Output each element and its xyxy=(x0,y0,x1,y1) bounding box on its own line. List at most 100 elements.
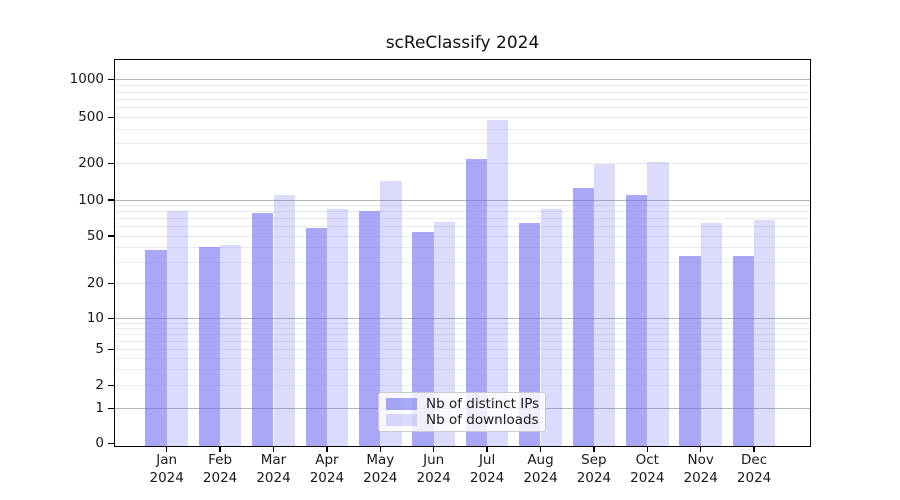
y-tick-label: 1 xyxy=(95,400,104,417)
y-tick-mark xyxy=(108,235,114,237)
y-tick-label: 20 xyxy=(86,275,104,292)
gridline-minor xyxy=(115,163,810,165)
bar-distinct-ips xyxy=(198,247,221,446)
x-tick-label: Mar 2024 xyxy=(256,452,291,486)
gridline-major xyxy=(115,79,810,81)
y-tick-label: 500 xyxy=(78,109,104,126)
bar-downloads xyxy=(273,194,295,446)
y-tick-label: 10 xyxy=(86,310,104,327)
bar-distinct-ips xyxy=(625,194,648,446)
gridline-minor xyxy=(115,357,810,359)
gridline-minor xyxy=(115,262,810,264)
y-tick-label: 200 xyxy=(78,155,104,172)
y-tick-mark xyxy=(108,116,114,119)
y-tick-label: 50 xyxy=(86,227,104,244)
bar-downloads xyxy=(700,222,723,446)
bar-distinct-ips xyxy=(465,158,488,446)
x-tick-label: Nov 2024 xyxy=(683,452,718,486)
x-tick-label: Sep 2024 xyxy=(576,452,612,486)
y-tick-label: 2 xyxy=(95,377,104,393)
bar-distinct-ips xyxy=(572,187,594,446)
gridline-minor xyxy=(115,340,810,342)
gridline-minor xyxy=(115,142,810,144)
gridline-minor xyxy=(115,328,810,330)
gridline-major xyxy=(115,199,810,201)
x-tick-label: Jan 2024 xyxy=(149,452,184,486)
bar-downloads xyxy=(220,244,242,446)
x-tick-mark xyxy=(593,447,595,452)
y-tick-label: 0 xyxy=(95,435,104,452)
bar-downloads xyxy=(487,120,509,446)
y-tick-mark xyxy=(108,348,114,350)
x-tick-mark xyxy=(379,447,382,452)
bar-distinct-ips xyxy=(305,227,327,446)
bar-distinct-ips xyxy=(252,212,274,446)
y-tick-label: 100 xyxy=(78,191,104,208)
legend-item-downloads: Nb of downloads xyxy=(386,412,539,428)
legend-label-distinct-ips: Nb of distinct IPs xyxy=(426,396,540,412)
x-tick-label: Oct 2024 xyxy=(630,452,665,486)
bar-distinct-ips xyxy=(519,222,541,446)
y-tick-mark xyxy=(108,78,114,81)
bar-distinct-ips xyxy=(358,211,381,446)
gridline-minor xyxy=(115,205,810,207)
bar-downloads xyxy=(647,162,669,446)
legend-swatch-distinct-ips xyxy=(386,398,417,410)
gridline-minor xyxy=(115,322,810,324)
bar-distinct-ips xyxy=(732,255,755,446)
gridline-minor xyxy=(115,117,810,119)
y-tick-mark xyxy=(108,407,114,410)
gridline-minor xyxy=(115,98,810,100)
gridline-minor xyxy=(115,349,810,350)
gridline-minor xyxy=(115,218,810,220)
x-tick-mark xyxy=(165,447,168,452)
x-tick-mark xyxy=(699,447,702,452)
bar-downloads xyxy=(593,164,616,446)
y-tick-mark xyxy=(108,442,114,445)
legend-swatch-downloads xyxy=(386,414,417,426)
plot-area xyxy=(114,59,811,447)
x-tick-label: May 2024 xyxy=(363,452,398,486)
bar-downloads xyxy=(166,211,189,446)
gridline-major xyxy=(115,318,810,320)
gridline-minor xyxy=(115,247,810,249)
x-tick-label: Jun 2024 xyxy=(416,452,451,486)
y-tick-mark xyxy=(108,384,114,386)
x-tick-label: Aug 2024 xyxy=(523,452,558,486)
bar-distinct-ips xyxy=(679,255,701,446)
x-tick-label: Jul 2024 xyxy=(469,452,505,486)
gridline-minor xyxy=(115,369,810,371)
bar-downloads xyxy=(540,209,562,446)
bar-distinct-ips xyxy=(145,249,167,446)
gridline-minor xyxy=(115,128,810,130)
gridline-minor xyxy=(115,226,810,228)
x-tick-label: Feb 2024 xyxy=(202,452,238,486)
x-tick-mark xyxy=(753,447,755,452)
x-tick-mark xyxy=(646,447,649,452)
bar-downloads xyxy=(380,180,402,446)
legend-label-downloads: Nb of downloads xyxy=(426,412,539,428)
x-tick-mark xyxy=(326,447,328,452)
x-tick-mark xyxy=(432,447,435,452)
legend-item-distinct-ips: Nb of distinct IPs xyxy=(386,396,540,412)
gridline-minor xyxy=(115,211,810,213)
chart-title: scReClassify 2024 xyxy=(385,33,540,53)
y-tick-label: 5 xyxy=(95,341,104,357)
x-tick-mark xyxy=(539,447,542,452)
x-tick-mark xyxy=(486,447,488,452)
y-tick-label: 1000 xyxy=(69,71,104,88)
y-tick-mark xyxy=(108,199,114,201)
x-tick-label: Dec 2024 xyxy=(736,452,772,486)
y-tick-mark xyxy=(108,162,114,165)
gridline-minor xyxy=(115,107,810,109)
gridline-minor xyxy=(115,235,810,237)
legend: Nb of distinct IPs Nb of downloads xyxy=(378,392,546,432)
bar-downloads xyxy=(326,208,349,446)
y-tick-mark xyxy=(108,282,114,285)
gridline-minor xyxy=(115,283,810,285)
bar-downloads xyxy=(433,221,456,446)
y-tick-mark xyxy=(108,317,114,320)
x-tick-mark xyxy=(272,447,275,452)
gridline-minor xyxy=(115,385,810,386)
